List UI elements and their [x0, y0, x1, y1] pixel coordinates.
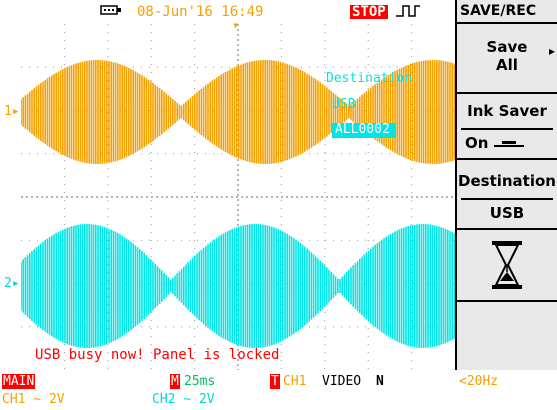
- bandwidth-limit: <20Hz: [459, 374, 499, 389]
- bottom-info-bar: MAIN M 25ms T CH1 VIDEO N <20Hz CH1 ∼ 2V…: [0, 370, 557, 410]
- empty-softkey[interactable]: [457, 302, 557, 370]
- destination-value: USB: [332, 97, 356, 112]
- ch2-marker[interactable]: 2▸: [4, 276, 20, 291]
- save-all-button[interactable]: Save All ▸: [457, 24, 557, 92]
- soft-menu: SAVE/REC Save All ▸ Ink Saver On Destina…: [455, 0, 557, 370]
- status-message: USB busy now! Panel is locked: [35, 347, 280, 363]
- menu-title: SAVE/REC: [457, 0, 557, 22]
- trigger-position-marker[interactable]: ▾: [232, 18, 240, 32]
- trigger-source: CH1: [283, 374, 307, 389]
- run-state-badge: STOP: [350, 4, 388, 20]
- trigger-type: VIDEO: [322, 374, 362, 389]
- ch1-scale[interactable]: CH1 ∼ 2V: [2, 392, 65, 407]
- top-status-bar: 08-Jun'16 16:49 STOP: [0, 0, 455, 24]
- datetime: 08-Jun'16 16:49: [137, 4, 264, 20]
- rising-edge-trigger-icon: [395, 4, 421, 21]
- trigger-polarity: N: [376, 374, 384, 389]
- busy-indicator-button[interactable]: [457, 230, 557, 300]
- hourglass-icon: [492, 241, 522, 289]
- file-name-box: ALL0002: [332, 123, 396, 138]
- trigger-marker: T: [270, 374, 280, 389]
- ink-saver-button[interactable]: Ink Saver On: [457, 94, 557, 158]
- toggle-on-icon: [493, 140, 524, 147]
- destination-label: Destination: [326, 71, 413, 86]
- destination-button[interactable]: Destination USB: [457, 160, 557, 228]
- ch1-marker[interactable]: 1▸: [4, 104, 20, 119]
- timebase-marker: M: [170, 374, 180, 389]
- usb-drive-icon: [100, 3, 122, 20]
- mode-label: MAIN: [2, 374, 36, 389]
- submenu-arrow-icon: ▸: [548, 44, 555, 58]
- waveform-display: Destination USB ALL0002 USB busy now! Pa…: [21, 24, 455, 370]
- ch1-waveform: [21, 60, 455, 164]
- timebase-value: 25ms: [184, 374, 216, 389]
- ch2-scale[interactable]: CH2 ∼ 2V: [152, 392, 215, 407]
- ch2-waveform: [21, 224, 455, 348]
